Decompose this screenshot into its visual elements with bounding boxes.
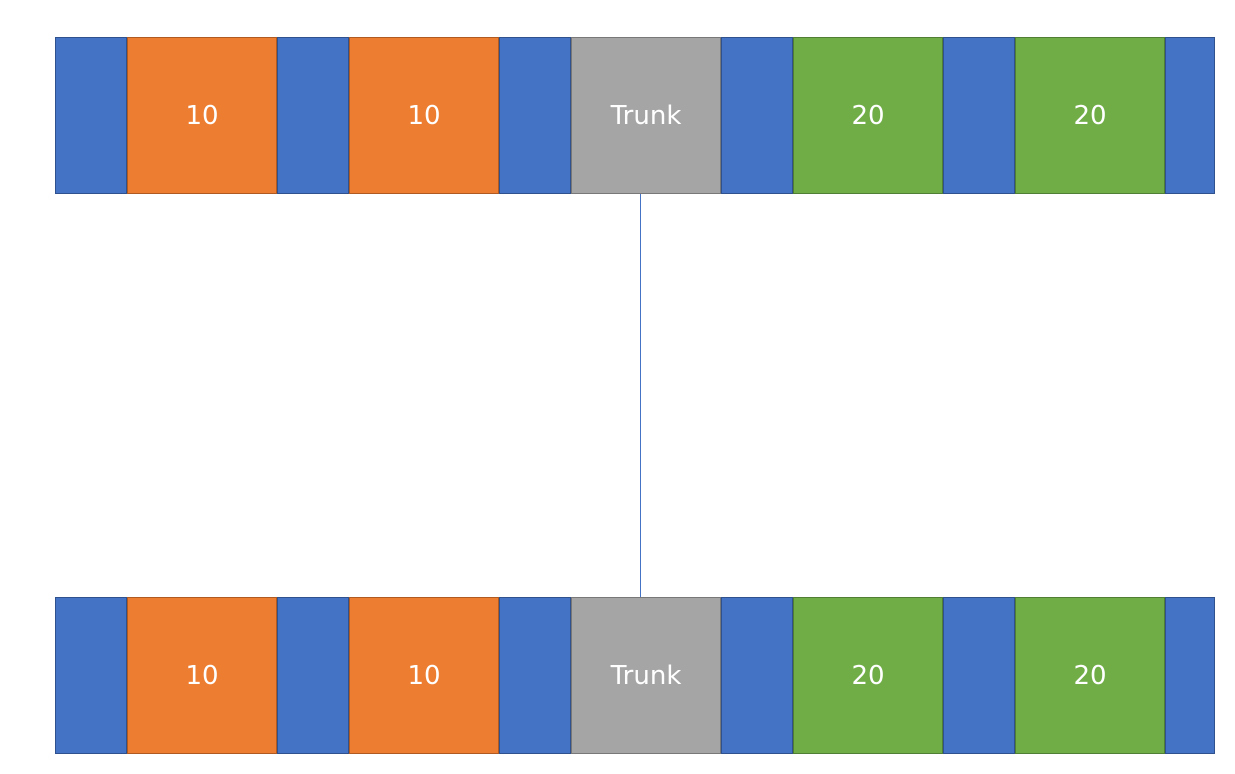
- bottom-switch: 10 10 Trunk 20 20: [55, 597, 1217, 754]
- port-label: 10: [185, 660, 219, 691]
- port-separator: [499, 37, 571, 194]
- port-separator: [1165, 37, 1215, 194]
- port-vlan-20: 20: [1015, 37, 1165, 194]
- port-label: 10: [407, 100, 441, 131]
- port-separator: [1165, 597, 1215, 754]
- port-separator: [55, 597, 127, 754]
- port-label: 20: [851, 100, 885, 131]
- port-separator: [499, 597, 571, 754]
- top-switch: 10 10 Trunk 20 20: [55, 37, 1217, 194]
- port-separator: [277, 37, 349, 194]
- port-vlan-20: 20: [1015, 597, 1165, 754]
- port-vlan-10: 10: [349, 597, 499, 754]
- port-vlan-10: 10: [349, 37, 499, 194]
- port-vlan-20: 20: [793, 37, 943, 194]
- port-label: 20: [1073, 660, 1107, 691]
- port-trunk: Trunk: [571, 597, 721, 754]
- port-vlan-10: 10: [127, 597, 277, 754]
- port-trunk: Trunk: [571, 37, 721, 194]
- port-separator: [721, 37, 793, 194]
- port-label: 10: [407, 660, 441, 691]
- port-label: 20: [1073, 100, 1107, 131]
- port-separator: [721, 597, 793, 754]
- port-label: 10: [185, 100, 219, 131]
- trunk-link-line: [640, 194, 641, 597]
- port-label: 20: [851, 660, 885, 691]
- port-separator: [943, 597, 1015, 754]
- port-separator: [943, 37, 1015, 194]
- port-separator: [277, 597, 349, 754]
- port-label: Trunk: [610, 100, 682, 131]
- port-separator: [55, 37, 127, 194]
- port-vlan-10: 10: [127, 37, 277, 194]
- port-label: Trunk: [610, 660, 682, 691]
- port-vlan-20: 20: [793, 597, 943, 754]
